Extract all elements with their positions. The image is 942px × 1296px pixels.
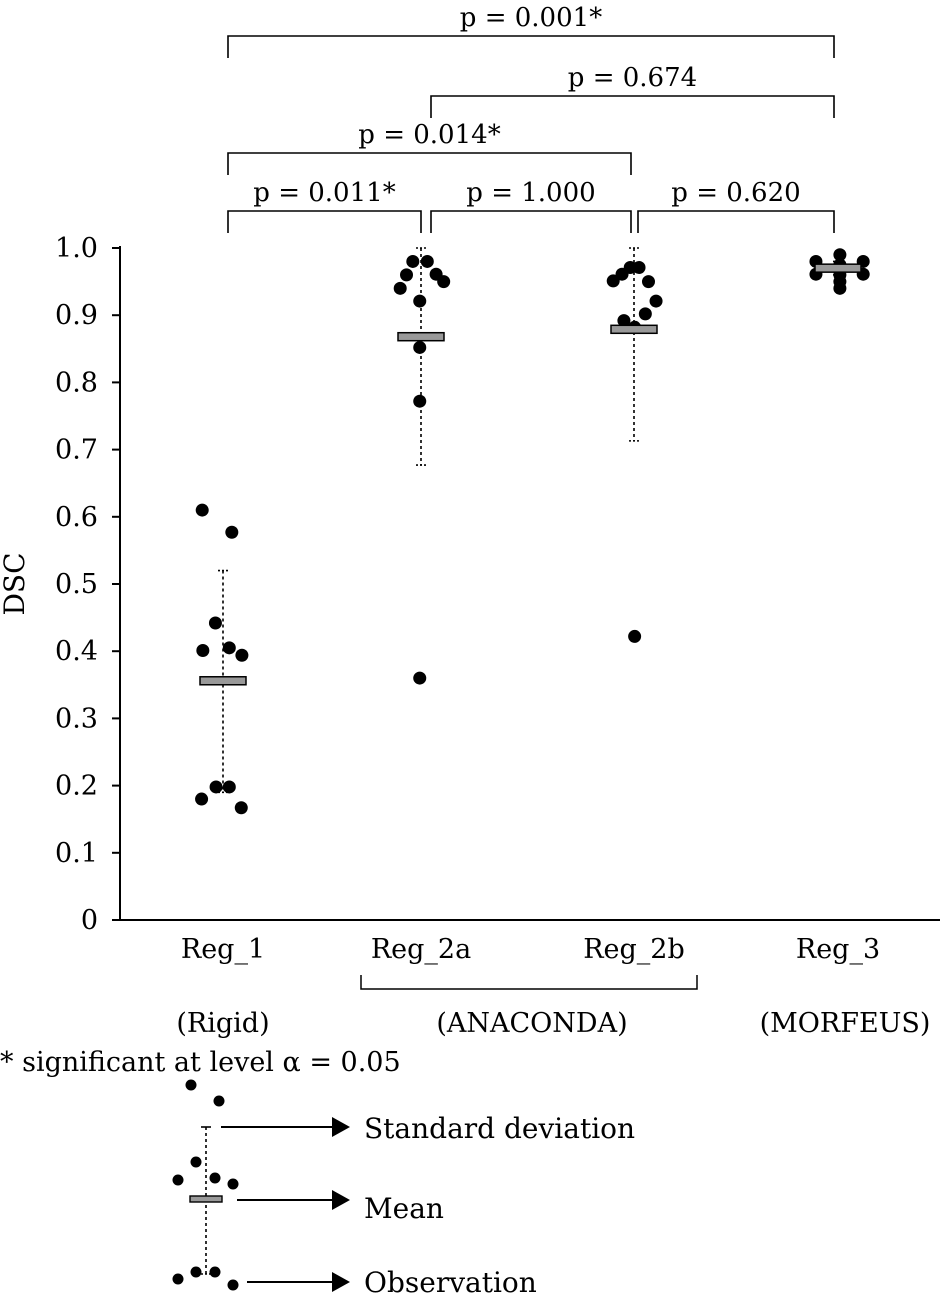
significance-note: * significant at level α = 0.05 [0, 1047, 401, 1078]
mean-bar [610, 324, 658, 335]
legend-observation-point [227, 1178, 239, 1190]
observation-point [628, 629, 642, 643]
observation-point [413, 294, 427, 308]
y-tick-label: 0.7 [55, 435, 98, 466]
legend-obs-arrow-head [332, 1272, 350, 1292]
legend-observation-point [213, 1095, 225, 1107]
group-label: (MORFEUS) [760, 1008, 931, 1039]
mean-bar [397, 331, 445, 342]
observation-point [393, 281, 407, 295]
y-tick-label: 0.3 [55, 703, 98, 734]
y-tick-label: 1.0 [55, 233, 98, 264]
legend-observation-point [209, 1266, 221, 1278]
observation-point [420, 254, 434, 268]
p-value-label: p = 0.011* [253, 178, 395, 208]
significance-bracket [227, 35, 835, 58]
significance-bracket [637, 210, 835, 233]
observation-point [196, 644, 210, 658]
y-tick-label: 0.1 [55, 838, 98, 869]
observation-point [649, 294, 663, 308]
y-axis-label: DSC [0, 552, 31, 615]
observation-point [833, 281, 847, 295]
observation-point [606, 274, 620, 288]
observation-point [833, 248, 847, 262]
observation-point [208, 616, 222, 630]
y-tick-label: 0 [81, 905, 98, 936]
legend-sd-arrow-head [332, 1117, 350, 1137]
y-tick-label: 0.6 [55, 502, 98, 533]
p-value-label: p = 1.000 [466, 178, 595, 208]
legend-observation-point [172, 1273, 184, 1285]
legend-mean-label: Mean [364, 1192, 444, 1225]
legend-sd-label: Standard deviation [364, 1112, 635, 1145]
significance-bracket [430, 210, 632, 233]
legend-observation-point [172, 1174, 184, 1186]
mean-bar [199, 676, 247, 686]
observation-point [413, 671, 427, 685]
p-value-label: p = 0.620 [671, 178, 800, 208]
observation-point [413, 394, 427, 408]
observation-point [222, 780, 236, 794]
y-tick-label: 0.5 [55, 569, 98, 600]
p-value-label: p = 0.674 [568, 63, 697, 93]
legend-obs-label: Observation [364, 1266, 537, 1296]
p-value-label: p = 0.014* [358, 120, 500, 150]
y-tick-label: 0.8 [55, 367, 98, 398]
group-bracket-anaconda [360, 975, 698, 990]
significance-bracket [430, 95, 835, 118]
observation-point [209, 780, 223, 794]
observation-point [234, 801, 248, 815]
observation-point [638, 307, 652, 321]
observation-point [235, 648, 249, 662]
observation-point [617, 314, 631, 328]
group-label: (Rigid) [176, 1008, 269, 1039]
significance-bracket [227, 210, 422, 233]
observation-point [400, 268, 414, 282]
y-tick-label: 0.2 [55, 771, 98, 802]
observation-point [413, 340, 427, 354]
observation-point [222, 641, 236, 655]
legend-observation-point [209, 1172, 221, 1184]
observation-point [632, 260, 646, 274]
observation-point [437, 275, 451, 289]
legend-observation-point [190, 1156, 202, 1168]
observation-point [225, 525, 239, 539]
x-category-label: Reg_2b [583, 934, 685, 965]
x-category-label: Reg_3 [796, 934, 880, 965]
x-category-label: Reg_1 [181, 934, 265, 965]
observation-point [641, 275, 655, 289]
legend-observation-point [190, 1266, 202, 1278]
observation-point [195, 503, 209, 517]
x-category-label: Reg_2a [371, 934, 471, 965]
legend-observation-point [227, 1279, 239, 1291]
group-label: (ANACONDA) [436, 1008, 627, 1039]
p-value-label: p = 0.001* [460, 3, 602, 33]
observation-point [406, 254, 420, 268]
mean-bar [814, 263, 862, 273]
significance-bracket [227, 152, 632, 175]
legend-observation-point [185, 1079, 197, 1091]
observation-point [195, 792, 209, 806]
legend-mean-arrow-head [332, 1190, 350, 1210]
y-tick-label: 0.4 [55, 636, 98, 667]
y-tick-label: 0.9 [55, 300, 98, 331]
legend-mean-bar [189, 1195, 223, 1203]
